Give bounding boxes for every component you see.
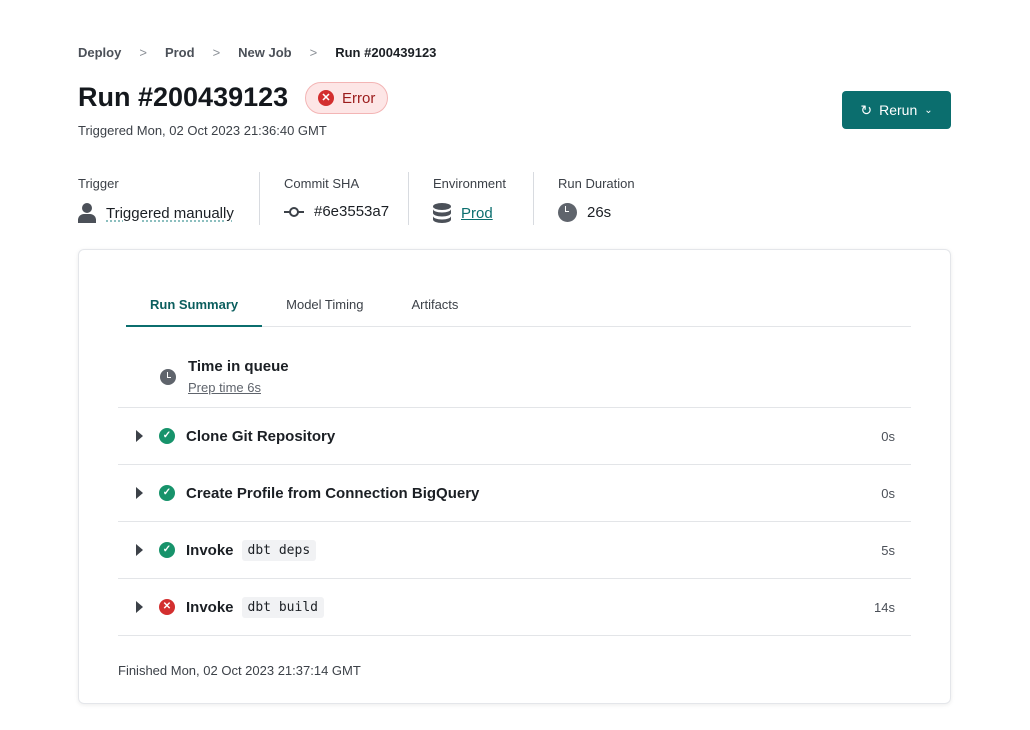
tab-model-timing[interactable]: Model Timing <box>286 297 364 312</box>
step-name: Clone Git Repository <box>186 427 336 445</box>
meta-trigger: Trigger Triggered manually <box>78 176 234 223</box>
error-icon: ✕ <box>159 599 175 615</box>
step-name: Create Profile from Connection BigQuery <box>186 484 480 502</box>
tab-run-summary[interactable]: Run Summary <box>126 287 263 327</box>
prep-time-link[interactable]: Prep time 6s <box>188 380 261 395</box>
success-icon: ✓ <box>159 485 175 501</box>
expand-icon[interactable] <box>136 601 143 613</box>
meta-label: Trigger <box>78 176 119 191</box>
divider <box>118 635 911 636</box>
divider <box>533 172 534 225</box>
meta-commit: Commit SHA #6e3553a7 <box>284 176 389 220</box>
expand-icon[interactable] <box>136 544 143 556</box>
tab-bar: Run Summary Model Timing Artifacts <box>126 287 911 327</box>
rerun-label: Rerun <box>879 102 918 118</box>
duration-value: 26s <box>587 204 612 221</box>
step-duration: 14s <box>874 599 895 615</box>
breadcrumb-run: Run #200439123 <box>335 45 437 60</box>
chevron-right-icon: > <box>212 45 221 60</box>
meta-label: Commit SHA <box>284 176 360 191</box>
step-command: dbt build <box>241 596 324 618</box>
step-duration: 5s <box>881 542 895 558</box>
chevron-right-icon: > <box>309 45 318 60</box>
refresh-icon: ↻ <box>860 101 873 118</box>
meta-label: Environment <box>433 176 506 191</box>
environment-link[interactable]: Prod <box>461 204 493 222</box>
database-icon <box>433 203 451 223</box>
step-row[interactable]: ✓ Create Profile from Connection BigQuery… <box>118 464 911 521</box>
tab-artifacts[interactable]: Artifacts <box>411 297 459 312</box>
clock-icon <box>558 203 577 222</box>
meta-environment: Environment Prod <box>433 176 506 223</box>
triggered-time: Triggered Mon, 02 Oct 2023 21:36:40 GMT <box>78 123 327 138</box>
queue-info: Time in queue Prep time 6s <box>160 358 289 395</box>
commit-value: #6e3553a7 <box>314 203 390 220</box>
step-row[interactable]: ✓ Clone Git Repository 0s <box>118 407 911 464</box>
step-row[interactable]: ✕ Invoke dbt build 14s <box>118 578 911 635</box>
expand-icon[interactable] <box>136 487 143 499</box>
rerun-button[interactable]: ↻ Rerun ⌄ <box>842 91 951 129</box>
finished-time: Finished Mon, 02 Oct 2023 21:37:14 GMT <box>118 663 361 678</box>
user-icon <box>78 203 96 223</box>
breadcrumb-deploy[interactable]: Deploy <box>78 45 122 60</box>
breadcrumb-prod[interactable]: Prod <box>164 45 195 60</box>
page-title: Run #200439123 <box>78 82 289 112</box>
divider <box>408 172 409 225</box>
trigger-value[interactable]: Triggered manually <box>106 204 234 222</box>
clock-icon <box>160 368 176 385</box>
queue-title: Time in queue <box>188 358 289 375</box>
step-duration: 0s <box>881 428 895 444</box>
success-icon: ✓ <box>159 428 175 444</box>
step-name: Invoke <box>186 541 234 559</box>
divider <box>259 172 260 225</box>
step-row[interactable]: ✓ Invoke dbt deps 5s <box>118 521 911 578</box>
chevron-down-icon: ⌄ <box>924 104 933 116</box>
success-icon: ✓ <box>159 542 175 558</box>
chevron-right-icon: > <box>139 45 147 60</box>
step-command: dbt deps <box>241 539 317 561</box>
meta-duration: Run Duration 26s <box>558 176 635 222</box>
expand-icon[interactable] <box>136 430 143 442</box>
status-badge: ✕ Error <box>305 82 389 114</box>
commit-icon <box>284 206 304 217</box>
step-name: Invoke <box>186 598 234 616</box>
step-duration: 0s <box>881 485 895 501</box>
breadcrumb-job[interactable]: New Job <box>238 45 292 60</box>
error-icon: ✕ <box>318 90 334 106</box>
breadcrumb: Deploy > Prod > New Job > Run #200439123 <box>78 45 436 60</box>
status-label: Error <box>342 89 376 107</box>
meta-label: Run Duration <box>558 176 635 191</box>
run-card <box>78 249 951 704</box>
